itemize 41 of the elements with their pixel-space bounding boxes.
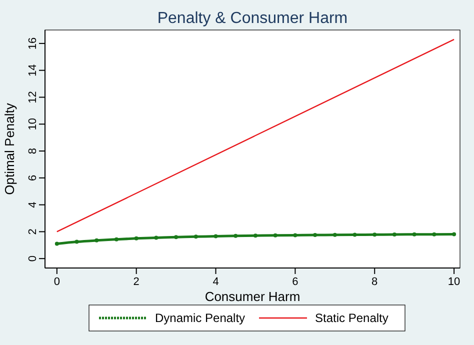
y-tick-label: 4 [26, 202, 39, 208]
x-tick-label: 4 [212, 276, 219, 288]
point [313, 233, 318, 238]
point [352, 232, 357, 237]
point [54, 242, 59, 246]
y-tick-label: 6 [26, 174, 39, 181]
point [174, 235, 178, 240]
point [214, 234, 218, 238]
point [412, 232, 416, 236]
y-tick-label: 12 [26, 91, 39, 104]
x-tick-label: 6 [292, 276, 298, 288]
legend-label: Static Penalty [315, 311, 388, 325]
point [452, 232, 456, 236]
x-tick-label: 10 [448, 276, 460, 288]
chart-title: Penalty & Consumer Harm [157, 10, 348, 27]
point [293, 233, 298, 238]
point [74, 240, 79, 244]
point [114, 237, 118, 242]
legend-label: Dynamic Penalty [155, 311, 246, 325]
x-tick-label: 0 [54, 276, 60, 288]
point [94, 238, 99, 242]
point [134, 236, 138, 240]
x-tick-label: 2 [133, 276, 140, 288]
point [392, 232, 396, 237]
y-tick-label: 0 [26, 256, 39, 262]
point [253, 234, 258, 238]
x-axis-title: Consumer Harm [204, 289, 300, 304]
point [332, 232, 337, 237]
point [154, 236, 158, 240]
point [432, 232, 436, 236]
point [194, 234, 198, 239]
y-axis-title: Optimal Penalty [2, 102, 17, 195]
y-tick-label: 10 [26, 118, 39, 130]
x-tick-label: 8 [372, 276, 378, 288]
point [273, 233, 278, 238]
point [234, 234, 238, 238]
point [372, 232, 377, 237]
y-tick-label: 2 [26, 228, 39, 235]
y-tick-label: 14 [26, 64, 39, 76]
y-tick-label: 8 [26, 148, 39, 154]
y-tick-label: 16 [26, 37, 39, 50]
